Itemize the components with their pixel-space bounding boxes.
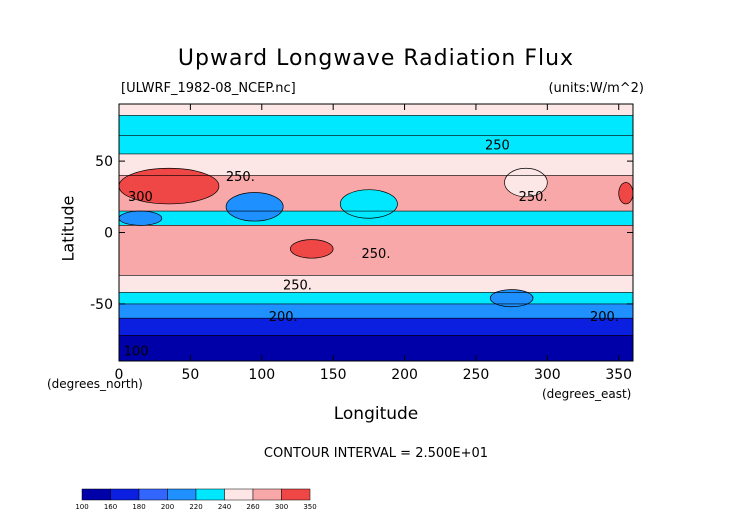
colorbar-label: 220: [189, 503, 202, 511]
x-tick-label: 100: [248, 367, 275, 383]
colorbar-swatch: [167, 488, 197, 501]
heatmap-band: [119, 153, 633, 176]
x-tick-label: 50: [181, 367, 199, 383]
colorbar-swatch: [281, 488, 311, 501]
contour-label: 200.: [269, 310, 298, 325]
heatmap-band: [119, 335, 633, 361]
colorbar-label: 180: [132, 503, 145, 511]
contour-label: 200.: [590, 310, 619, 325]
x-tick-label: 350: [605, 367, 632, 383]
y-tick-label: -50: [90, 297, 113, 313]
contour-interval: CONTOUR INTERVAL = 2.500E+01: [263, 446, 489, 461]
x-tick-label: 300: [534, 367, 561, 383]
contour-label: 250: [485, 139, 510, 154]
colorbar-swatch: [252, 488, 282, 501]
contour-label: 300: [128, 190, 153, 205]
colorbar-label: 100: [75, 503, 88, 511]
colorbar-label: 350: [303, 503, 316, 511]
chart-title: Upward Longwave Radiation Flux: [177, 46, 575, 71]
heatmap-band: [119, 225, 633, 276]
heatmap-feature: [618, 182, 634, 205]
x-tick-label: 250: [463, 367, 490, 383]
heatmap-band: [119, 135, 633, 154]
contour-label: 250.: [283, 279, 312, 294]
contour-label: 250.: [519, 190, 548, 205]
heatmap-band: [119, 275, 633, 293]
colorbar-label: 200: [161, 503, 174, 511]
heatmap-feature: [225, 192, 284, 222]
units-label: (units:W/m^2): [548, 81, 644, 96]
colorbar-swatch: [224, 488, 254, 501]
heatmap-band: [119, 318, 633, 336]
contour-label: 250.: [226, 170, 255, 185]
x-tick-label: 0: [115, 367, 124, 383]
heatmap-feature: [339, 189, 398, 219]
colorbar-label: 160: [104, 503, 117, 511]
colorbar-swatch: [110, 488, 140, 501]
colorbar-swatch: [195, 488, 225, 501]
colorbar-swatch: [138, 488, 168, 501]
y-unit-label: (degrees_north): [47, 377, 143, 391]
colorbar-label: 300: [275, 503, 288, 511]
heatmap-band: [119, 292, 633, 304]
contour-label: 250.: [362, 247, 391, 262]
heatmap-band: [119, 104, 633, 116]
x-unit-label: (degrees_east): [542, 387, 632, 401]
heatmap-feature: [289, 239, 334, 259]
heatmap-feature: [489, 289, 534, 308]
file-label: [ULWRF_1982-08_NCEP.nc]: [121, 81, 296, 96]
x-tick-label: 150: [320, 367, 347, 383]
colorbar-swatch: [81, 488, 111, 501]
colorbar-label: 260: [246, 503, 259, 511]
y-tick-label: 0: [104, 226, 113, 242]
heatmap-feature: [118, 210, 163, 226]
heatmap-band: [119, 303, 633, 319]
y-axis-label: Latitude: [58, 195, 78, 262]
x-axis-label: Longitude: [333, 404, 419, 424]
heatmap-band: [119, 115, 633, 136]
x-tick-label: 200: [391, 367, 418, 383]
y-tick-label: 50: [95, 154, 113, 170]
contour-label: 100: [124, 344, 149, 359]
colorbar-label: 240: [218, 503, 231, 511]
